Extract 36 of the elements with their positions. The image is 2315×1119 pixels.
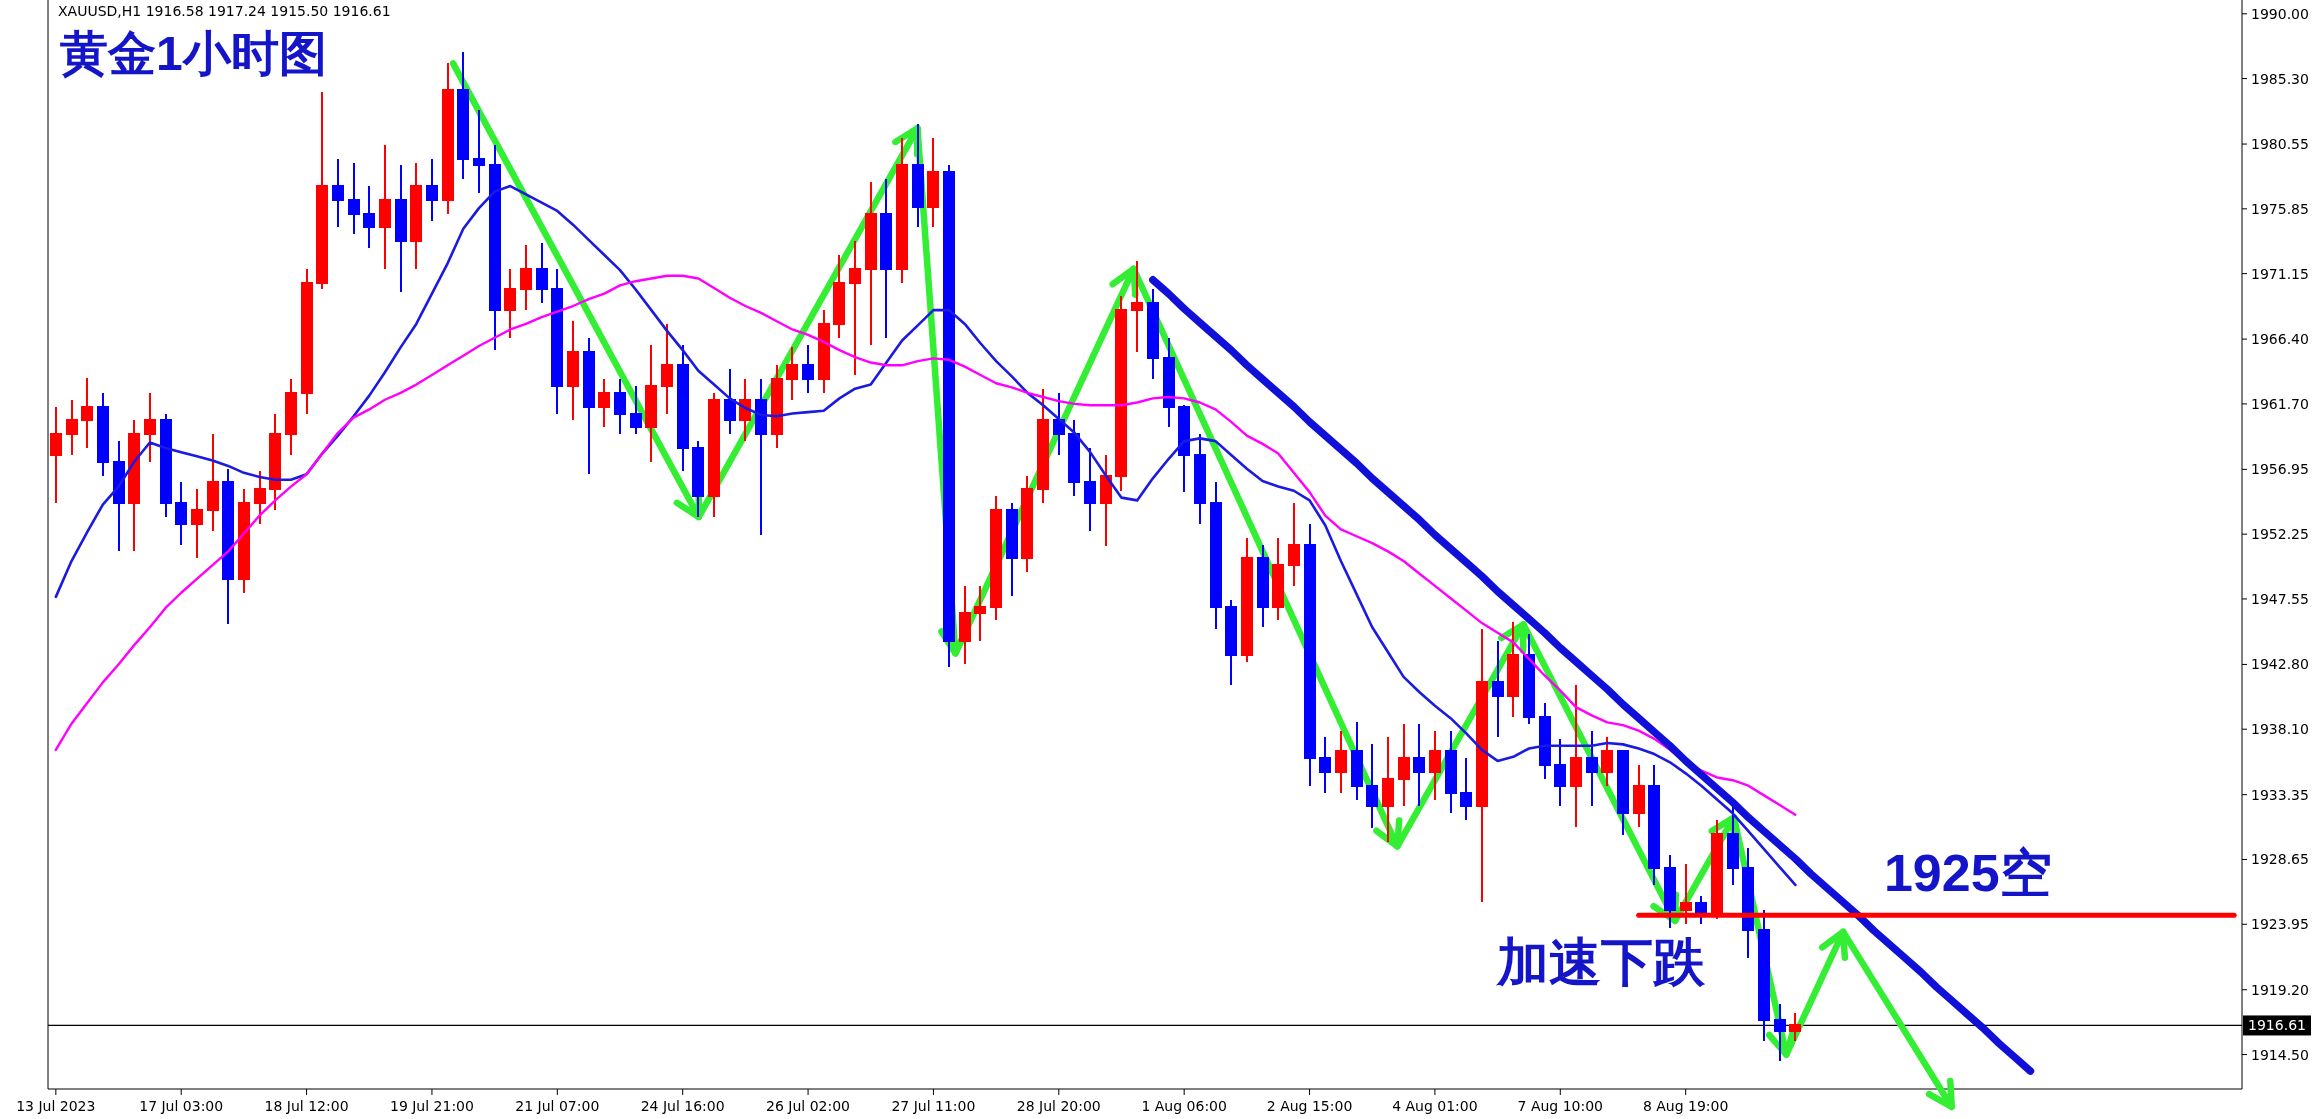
annotation: 加速下跌	[1497, 932, 1706, 991]
y-tick-label: 1928.65	[2251, 851, 2309, 868]
x-tick-label: 1 Aug 06:00	[1141, 1098, 1227, 1114]
y-tick-label: 1933.35	[2251, 786, 2309, 803]
x-tick-label: 26 Jul 02:00	[766, 1098, 851, 1114]
y-tick-label: 1952.25	[2251, 526, 2309, 543]
text: 黄金1小时图	[60, 27, 327, 80]
x-tick-label: 28 Jul 20:00	[1016, 1098, 1101, 1114]
y-tick-label: 1975.85	[2251, 200, 2309, 217]
x-tick-label: 2 Aug 15:00	[1266, 1098, 1353, 1114]
y-tick-label: 1942.80	[2251, 656, 2309, 673]
x-tick-label: 18 Jul 12:00	[264, 1098, 349, 1114]
y-tick-label: 1980.55	[2251, 136, 2309, 153]
y-tick-label: 1919.20	[2251, 981, 2309, 998]
x-tick-label: 17 Jul 03:00	[139, 1098, 224, 1114]
x-tick-label: 4 Aug 01:00	[1392, 1098, 1478, 1114]
ref-line-label: 1916.61	[2248, 1017, 2306, 1034]
x-tick-label: 21 Jul 07:00	[515, 1098, 600, 1114]
x-tick-label: 13 Jul 2023	[16, 1098, 96, 1114]
x-tick-label: 8 Aug 19:00	[1642, 1098, 1729, 1114]
y-tick-label: 1990.00	[2251, 5, 2309, 22]
x-tick-label: 27 Jul 11:00	[891, 1098, 976, 1114]
chart-subtitle: XAUUSD,H1 1916.58 1917.24 1915.50 1916.61	[58, 3, 391, 19]
y-tick-label: 1938.10	[2251, 721, 2309, 738]
y-tick-label: 1947.55	[2251, 590, 2309, 607]
y-tick-label: 1961.70	[2251, 395, 2309, 412]
y-tick-label: 1985.30	[2251, 70, 2309, 87]
x-tick-label: 19 Jul 21:00	[389, 1098, 474, 1114]
y-tick-label: 1923.95	[2251, 916, 2309, 933]
y-tick-label: 1914.50	[2251, 1046, 2309, 1063]
series-label: 1925空	[1883, 844, 2052, 903]
x-tick-label: 7 Aug 10:00	[1517, 1098, 1604, 1114]
y-tick-label: 1971.15	[2251, 265, 2309, 282]
y-tick-label: 1956.95	[2251, 461, 2309, 478]
y-tick-label: 1966.40	[2251, 331, 2309, 348]
x-tick-label: 24 Jul 16:00	[640, 1098, 725, 1114]
